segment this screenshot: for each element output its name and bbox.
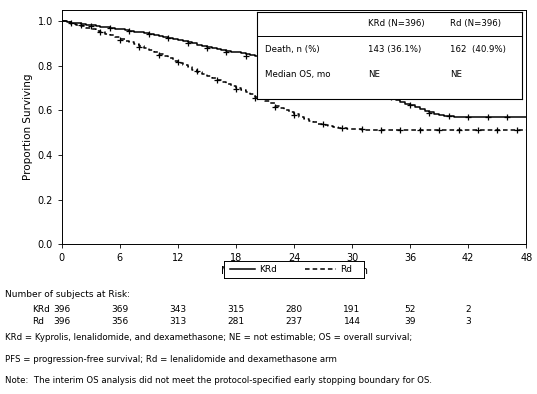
Text: 280: 280	[286, 305, 302, 314]
Text: 237: 237	[286, 317, 302, 326]
Text: Number of subjects at Risk:: Number of subjects at Risk:	[5, 290, 130, 299]
Text: 369: 369	[111, 305, 128, 314]
Text: Note:  The interim OS analysis did not meet the protocol-specified early stoppin: Note: The interim OS analysis did not me…	[5, 376, 432, 385]
Text: KRd: KRd	[259, 265, 277, 274]
Text: Rd: Rd	[32, 317, 44, 326]
Text: 39: 39	[404, 317, 416, 326]
Text: Rd: Rd	[340, 265, 352, 274]
Text: 396: 396	[53, 317, 70, 326]
Text: 2: 2	[466, 305, 471, 314]
Y-axis label: Proportion Surviving: Proportion Surviving	[23, 74, 33, 180]
Text: 315: 315	[227, 305, 244, 314]
X-axis label: Months from Randomization: Months from Randomization	[221, 266, 367, 276]
Text: 313: 313	[169, 317, 186, 326]
Text: 191: 191	[344, 305, 361, 314]
Text: 3: 3	[466, 317, 471, 326]
Text: 144: 144	[344, 317, 360, 326]
Text: KRd: KRd	[32, 305, 50, 314]
Text: KRd = Kyprolis, lenalidomide, and dexamethasone; NE = not estimable; OS = overal: KRd = Kyprolis, lenalidomide, and dexame…	[5, 333, 412, 342]
Text: 396: 396	[53, 305, 70, 314]
Text: PFS = progression-free survival; Rd = lenalidomide and dexamethasone arm: PFS = progression-free survival; Rd = le…	[5, 355, 337, 364]
Text: 356: 356	[111, 317, 128, 326]
Text: 343: 343	[169, 305, 186, 314]
Text: 52: 52	[404, 305, 416, 314]
Text: 281: 281	[227, 317, 244, 326]
